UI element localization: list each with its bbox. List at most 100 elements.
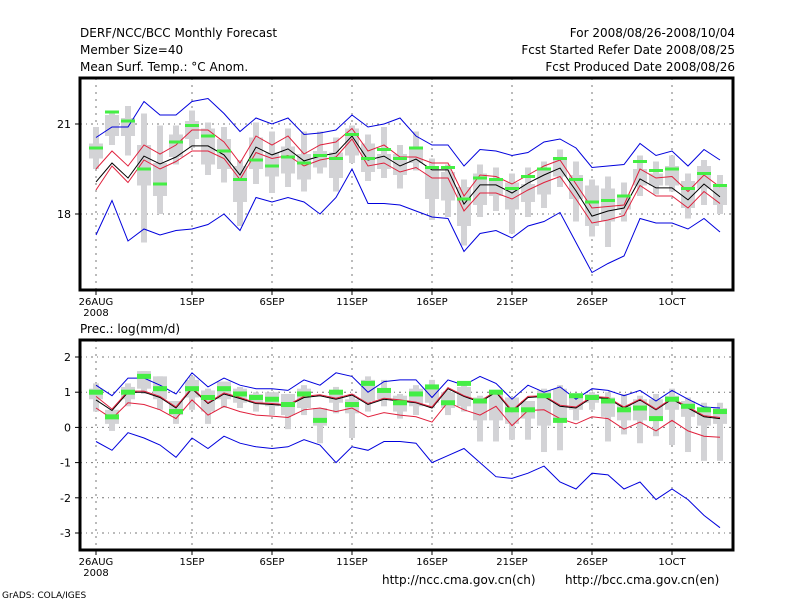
prec-median-mark bbox=[569, 393, 583, 399]
temp-median-mark bbox=[665, 167, 679, 171]
prec-box bbox=[425, 386, 439, 403]
temp-median-mark bbox=[313, 154, 327, 157]
temp-median-mark bbox=[233, 178, 247, 181]
temp-median-mark bbox=[169, 140, 183, 144]
temp-median-mark bbox=[489, 178, 503, 181]
temp-median-mark bbox=[361, 157, 375, 160]
prec-whisker-bar bbox=[669, 388, 675, 445]
prec-median-mark bbox=[137, 373, 151, 379]
prec-x-year-label: 2008 bbox=[83, 568, 108, 579]
temp-median-mark bbox=[601, 199, 615, 202]
temp-x-tick-label: 21SEP bbox=[496, 297, 527, 308]
prec-median-mark bbox=[185, 386, 199, 392]
temp-x-tick-label: 16SEP bbox=[416, 297, 447, 308]
prec-y-tick-label: -2 bbox=[60, 492, 71, 505]
prec-median-mark bbox=[89, 389, 103, 395]
temp-box bbox=[297, 154, 311, 180]
temp-median-mark bbox=[681, 187, 695, 190]
prec-median-mark bbox=[457, 380, 471, 386]
prec-line-mean-minus-spread bbox=[95, 399, 721, 438]
temp-whisker-bar bbox=[381, 127, 387, 178]
prec-median-mark bbox=[121, 389, 135, 395]
temp-box bbox=[409, 146, 423, 163]
prec-median-mark bbox=[265, 396, 279, 402]
temp-median-mark bbox=[217, 149, 231, 153]
temp-median-mark bbox=[377, 148, 391, 151]
temp-box bbox=[489, 179, 503, 196]
temp-median-mark bbox=[585, 200, 599, 204]
url-en-link[interactable]: http://bcc.cma.gov.cn(en) bbox=[565, 573, 720, 587]
temp-median-mark bbox=[617, 194, 631, 198]
temp-x-tick-label: 1SEP bbox=[179, 297, 204, 308]
prec-median-mark bbox=[601, 398, 615, 404]
prec-box bbox=[329, 392, 343, 403]
prec-x-tick-label: 11SEP bbox=[336, 557, 367, 568]
temp-median-mark bbox=[457, 197, 471, 201]
prec-median-mark bbox=[649, 416, 663, 422]
temp-box bbox=[665, 166, 679, 186]
temp-median-mark bbox=[649, 169, 663, 172]
prec-median-mark bbox=[697, 407, 711, 413]
temp-median-mark bbox=[521, 175, 535, 178]
prec-median-mark bbox=[329, 389, 343, 395]
prec-y-tick-label: 2 bbox=[64, 351, 71, 364]
temp-median-mark bbox=[329, 157, 343, 160]
temp-median-mark bbox=[569, 178, 583, 181]
prec-box bbox=[377, 388, 391, 400]
prec-x-tick-label: 1SEP bbox=[179, 557, 204, 568]
prec-median-mark bbox=[505, 407, 519, 413]
temp-median-mark bbox=[409, 146, 423, 150]
temp-median-mark bbox=[185, 124, 199, 127]
prec-median-mark bbox=[233, 391, 247, 397]
prec-box bbox=[681, 401, 695, 417]
temp-line-ensemble-max bbox=[95, 97, 721, 169]
prec-x-tick-label: 21SEP bbox=[496, 557, 527, 568]
prec-box bbox=[313, 408, 327, 426]
temp-median-mark bbox=[249, 158, 263, 162]
prec-y-tick-label: 1 bbox=[64, 386, 71, 399]
prec-line-ensemble-min bbox=[95, 432, 721, 529]
temp-median-mark bbox=[505, 187, 519, 190]
temp-x-tick-label: 26AUG bbox=[79, 297, 114, 308]
temp-median-mark bbox=[281, 155, 295, 159]
prec-median-mark bbox=[665, 396, 679, 402]
temp-box bbox=[553, 157, 567, 177]
prec-median-mark bbox=[217, 386, 231, 392]
prec-whisker-bar bbox=[701, 402, 707, 461]
temp-box bbox=[585, 185, 599, 226]
temp-line-ensemble-min bbox=[95, 167, 721, 274]
forecast-period: For 2008/08/26-2008/10/04 bbox=[569, 26, 735, 40]
temp-plot-frame bbox=[78, 76, 735, 292]
temp-median-mark bbox=[137, 167, 151, 171]
temp-box bbox=[697, 166, 711, 189]
prec-median-mark bbox=[633, 405, 647, 411]
prec-x-tick-label: 16SEP bbox=[416, 557, 447, 568]
prec-median-mark bbox=[105, 414, 119, 420]
temp-x-year-label: 2008 bbox=[83, 308, 108, 319]
temp-median-mark bbox=[713, 184, 727, 187]
temp-box bbox=[601, 188, 615, 222]
temp-median-mark bbox=[441, 166, 455, 169]
temp-median-mark bbox=[89, 146, 103, 150]
prec-median-mark bbox=[425, 384, 439, 390]
temp-box bbox=[441, 172, 455, 201]
prec-median-mark bbox=[313, 417, 327, 423]
temp-box bbox=[281, 146, 295, 174]
prec-median-mark bbox=[377, 387, 391, 393]
chart-title: DERF/NCC/BCC Monthly Forecast bbox=[80, 26, 278, 40]
temp-line-ensemble-mean bbox=[95, 135, 721, 217]
prec-y-tick-label: 0 bbox=[64, 421, 71, 434]
prec-median-mark bbox=[297, 391, 311, 397]
url-ch-link[interactable]: http://ncc.cma.gov.cn(ch) bbox=[382, 573, 536, 587]
prec-median-mark bbox=[281, 402, 295, 408]
prec-whisker-bar bbox=[685, 397, 691, 453]
prec-median-mark bbox=[441, 400, 455, 406]
temp-median-mark bbox=[121, 119, 135, 123]
prec-median-mark bbox=[153, 386, 167, 392]
temp-x-tick-label: 11SEP bbox=[336, 297, 367, 308]
prec-x-tick-label: 1OCT bbox=[658, 557, 686, 568]
prec-median-mark bbox=[345, 402, 359, 408]
prec-box bbox=[537, 390, 551, 426]
temp-median-mark bbox=[473, 176, 487, 180]
